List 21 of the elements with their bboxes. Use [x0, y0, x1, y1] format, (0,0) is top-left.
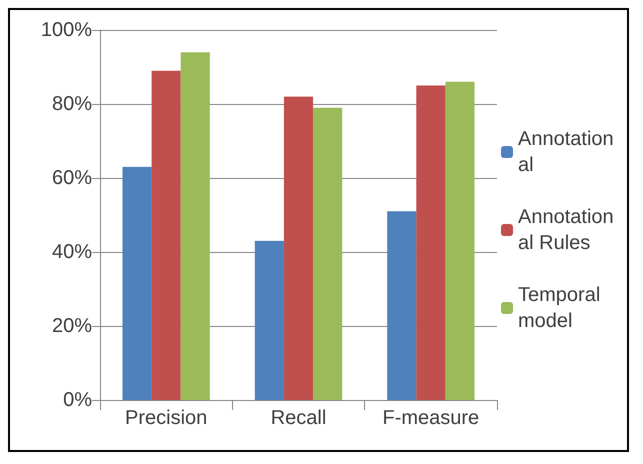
- bar: [416, 86, 446, 400]
- bar: [313, 108, 342, 400]
- y-tick-label: 80%: [52, 93, 92, 115]
- legend-label: Annotational: [518, 128, 614, 176]
- x-tick-label: Precision: [125, 407, 208, 429]
- y-tick-label: 20%: [52, 315, 92, 337]
- bar: [284, 96, 314, 400]
- bar: [152, 70, 181, 400]
- bar: [122, 166, 152, 400]
- x-tick-label: F-measure: [382, 407, 480, 429]
- bar: [445, 82, 475, 400]
- y-tick-label: 60%: [52, 167, 92, 189]
- legend-label: Temporal model: [518, 284, 606, 332]
- bar: [387, 211, 416, 400]
- bar: [180, 52, 210, 400]
- bar: [254, 240, 284, 400]
- legend-label: Annotational Rules: [518, 206, 614, 254]
- y-tick-label: 40%: [52, 241, 92, 263]
- y-tick-label: 0%: [63, 389, 92, 411]
- y-tick-label: 100%: [40, 19, 92, 41]
- x-tick-label: Recall: [270, 407, 326, 429]
